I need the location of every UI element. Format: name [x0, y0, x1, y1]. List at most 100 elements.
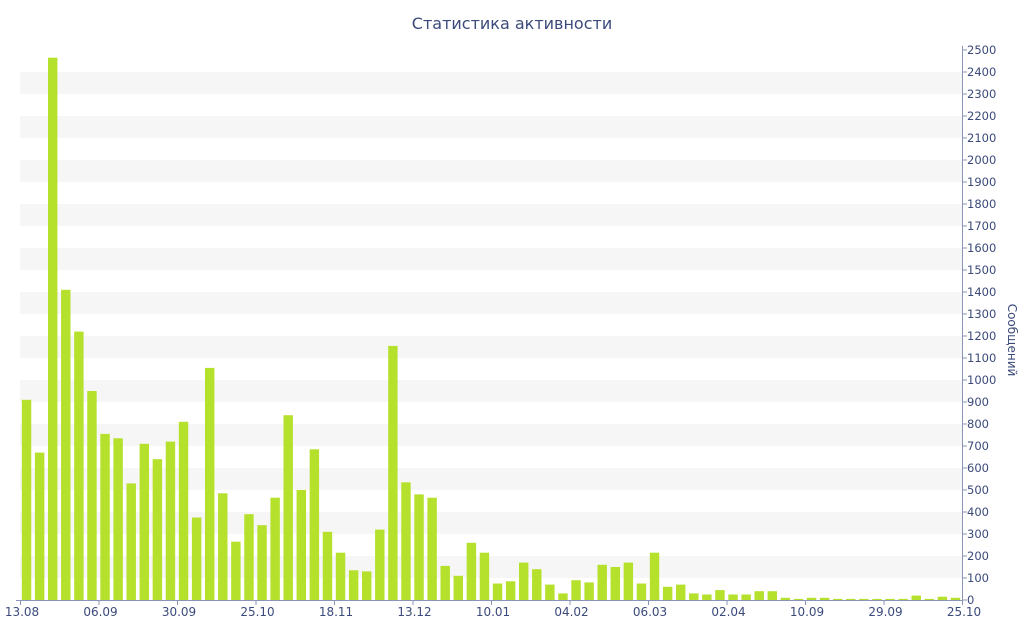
bar: [872, 598, 882, 600]
bar: [309, 449, 320, 600]
y-tick-label: 300: [967, 527, 989, 541]
bar: [427, 497, 437, 600]
bar: [741, 594, 751, 600]
bar: [165, 441, 176, 600]
bar: [113, 438, 123, 600]
y-tick-label: 1200: [967, 329, 996, 343]
bar: [257, 525, 267, 600]
grid-band: [20, 424, 962, 446]
bar: [126, 483, 136, 600]
x-tick-label: 02.04: [711, 605, 745, 619]
y-tick-label: 1100: [967, 351, 996, 365]
grid-band: [20, 468, 962, 490]
bar: [793, 598, 804, 600]
bar: [388, 345, 398, 600]
bar: [571, 580, 581, 600]
grid-band: [20, 72, 962, 94]
bar: [833, 598, 843, 600]
y-tick-label: 0: [967, 593, 974, 607]
grid-band: [20, 380, 962, 402]
y-tick-label: 2200: [967, 109, 996, 123]
bar: [846, 598, 856, 600]
bar: [139, 443, 149, 600]
bar: [375, 529, 385, 600]
bar: [466, 542, 477, 600]
bar: [937, 596, 948, 600]
bar: [754, 591, 764, 600]
chart-title: Статистика активности: [411, 14, 613, 33]
y-tick-label: 2100: [967, 131, 996, 145]
bar: [597, 564, 607, 600]
bar: [322, 531, 333, 600]
bar: [348, 570, 359, 600]
grid-band: [20, 336, 962, 358]
bar: [623, 562, 634, 600]
bar: [859, 598, 869, 600]
grid-band: [20, 204, 962, 226]
bar: [61, 289, 71, 600]
y-axis-title-text: Сообщений: [1005, 303, 1019, 377]
y-tick-label: 100: [967, 571, 989, 585]
y-tick-label: 900: [967, 395, 989, 409]
y-tick-label: 1800: [967, 197, 996, 211]
grid-band: [20, 160, 962, 182]
bar: [231, 541, 241, 600]
bar: [34, 452, 45, 600]
bar: [584, 582, 594, 600]
x-tick-label: 30.09: [162, 605, 196, 619]
bar: [87, 391, 97, 600]
y-tick-label: 200: [967, 549, 989, 563]
y-tick-label: 2000: [967, 153, 996, 167]
bar: [152, 459, 163, 600]
bar: [362, 571, 372, 600]
x-tick-label: 10.09: [790, 605, 824, 619]
x-tick-label: 06.09: [83, 605, 117, 619]
grid-band: [20, 116, 962, 138]
y-axis-title: Сообщений: [1002, 280, 1022, 400]
bar: [610, 567, 620, 600]
bar: [819, 597, 830, 600]
bar: [519, 562, 529, 600]
bar: [244, 514, 254, 600]
bar: [191, 517, 202, 600]
bar: [885, 598, 895, 600]
bar: [715, 590, 725, 600]
x-tick-label: 29.09: [868, 605, 902, 619]
bar: [806, 597, 817, 600]
x-tick-label: 10.01: [476, 605, 510, 619]
bar: [335, 552, 346, 600]
y-tick-label: 1300: [967, 307, 996, 321]
bar: [74, 331, 84, 600]
bar: [479, 552, 490, 600]
x-tick-label: 18.11: [319, 605, 353, 619]
bar: [21, 399, 32, 600]
grid-band: [20, 556, 962, 578]
y-tick-label: 1600: [967, 241, 996, 255]
grid-band: [20, 512, 962, 534]
bar: [898, 598, 908, 600]
bar: [401, 482, 411, 600]
x-tick-label: 04.02: [554, 605, 588, 619]
y-tick-label: 2500: [967, 43, 996, 57]
bar: [545, 584, 555, 600]
bar: [780, 597, 791, 600]
bar: [767, 591, 777, 600]
bar: [414, 494, 424, 600]
bar: [950, 597, 961, 600]
y-tick-label: 1500: [967, 263, 996, 277]
bar: [689, 593, 699, 600]
x-tick-label: 25.10: [947, 605, 981, 619]
bar: [728, 594, 738, 600]
grid-band: [20, 248, 962, 270]
y-tick-label: 600: [967, 461, 989, 475]
bar: [296, 490, 306, 600]
bar: [911, 595, 921, 600]
y-tick-label: 1000: [967, 373, 996, 387]
bar: [676, 584, 686, 600]
x-tick-label: 25.10: [240, 605, 274, 619]
bar: [558, 593, 568, 600]
bar: [492, 583, 503, 600]
x-tick-label: 06.03: [633, 605, 667, 619]
